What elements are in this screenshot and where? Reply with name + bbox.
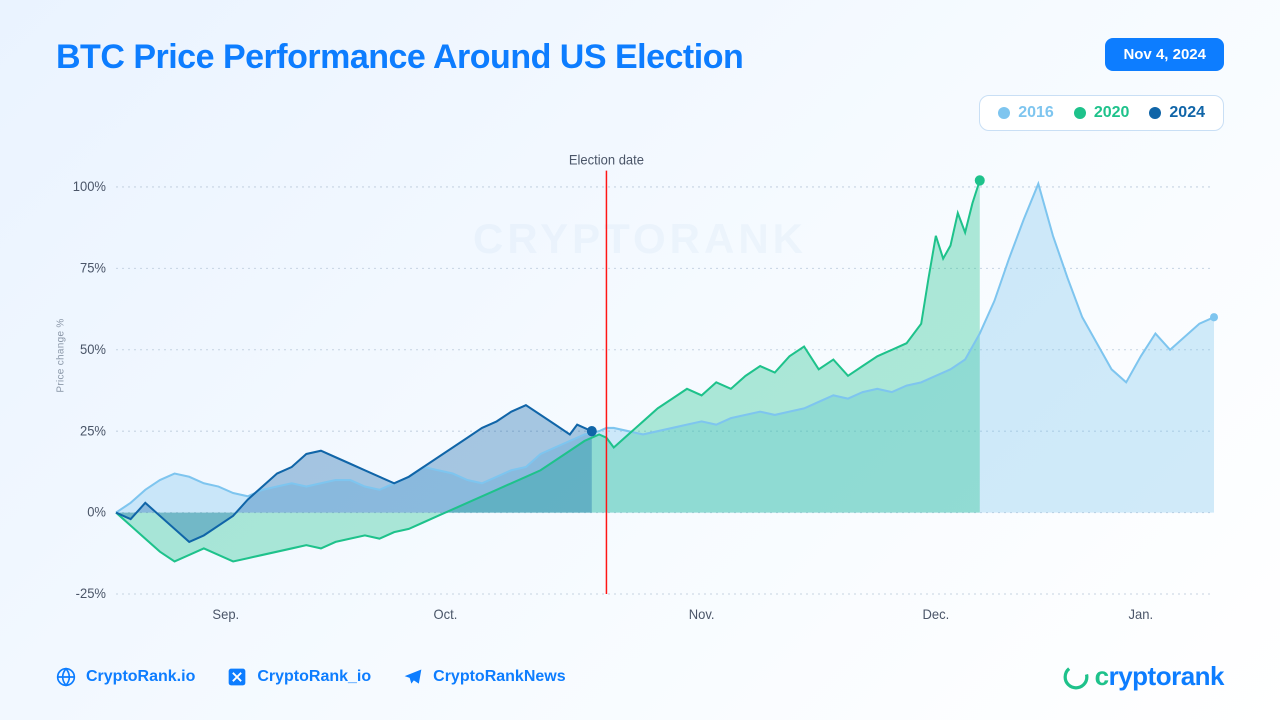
svg-text:Oct.: Oct. [433, 607, 457, 622]
brand-icon [1063, 664, 1089, 690]
social-telegram[interactable]: CryptoRankNews [403, 667, 565, 687]
series-areas [116, 180, 1214, 561]
legend-item-2024: 2024 [1149, 104, 1205, 122]
legend: 2016 2020 2024 [979, 95, 1224, 131]
legend-label: 2016 [1018, 104, 1054, 122]
svg-text:Jan.: Jan. [1129, 607, 1154, 622]
election-marker: Election date [569, 152, 644, 594]
y-axis: -25% 0% 25% 50% 75% 100% [73, 179, 106, 601]
social-label: CryptoRank.io [86, 668, 195, 686]
chart-svg: Election date -25% 0% 25% 50% 75% 100% Sep. Oc… [56, 150, 1224, 625]
social-x[interactable]: CryptoRank_io [227, 667, 371, 687]
brand-logo: cryptorank [1063, 661, 1224, 692]
legend-item-2016: 2016 [998, 104, 1054, 122]
social-website[interactable]: CryptoRank.io [56, 667, 195, 687]
legend-dot-2020 [1074, 107, 1086, 119]
legend-dot-2016 [998, 107, 1010, 119]
legend-label: 2020 [1094, 104, 1130, 122]
svg-text:75%: 75% [80, 260, 106, 275]
chart-title: BTC Price Performance Around US Election [56, 38, 743, 77]
svg-text:Nov.: Nov. [689, 607, 715, 622]
legend-label: 2024 [1169, 104, 1205, 122]
svg-text:Dec.: Dec. [922, 607, 949, 622]
social-links: CryptoRank.io CryptoRank_io CryptoRankNe… [56, 667, 566, 687]
svg-text:50%: 50% [80, 342, 106, 357]
svg-text:Sep.: Sep. [212, 607, 239, 622]
social-label: CryptoRank_io [257, 668, 371, 686]
x-icon [227, 667, 247, 687]
svg-text:Election date: Election date [569, 152, 644, 167]
y-axis-label: Price change % [56, 318, 67, 392]
svg-text:100%: 100% [73, 179, 106, 194]
legend-item-2020: 2020 [1074, 104, 1130, 122]
svg-text:0%: 0% [87, 505, 106, 520]
svg-text:25%: 25% [80, 423, 106, 438]
svg-text:-25%: -25% [76, 586, 107, 601]
telegram-icon [403, 667, 423, 687]
globe-icon [56, 667, 76, 687]
chart-container: Price change % Election date -25% 0% 25% 50… [56, 150, 1224, 625]
social-label: CryptoRankNews [433, 668, 565, 686]
date-badge: Nov 4, 2024 [1105, 38, 1224, 71]
brand-text: cryptorank [1095, 661, 1224, 692]
legend-dot-2024 [1149, 107, 1161, 119]
x-axis: Sep. Oct. Nov. Dec. Jan. [212, 607, 1153, 622]
